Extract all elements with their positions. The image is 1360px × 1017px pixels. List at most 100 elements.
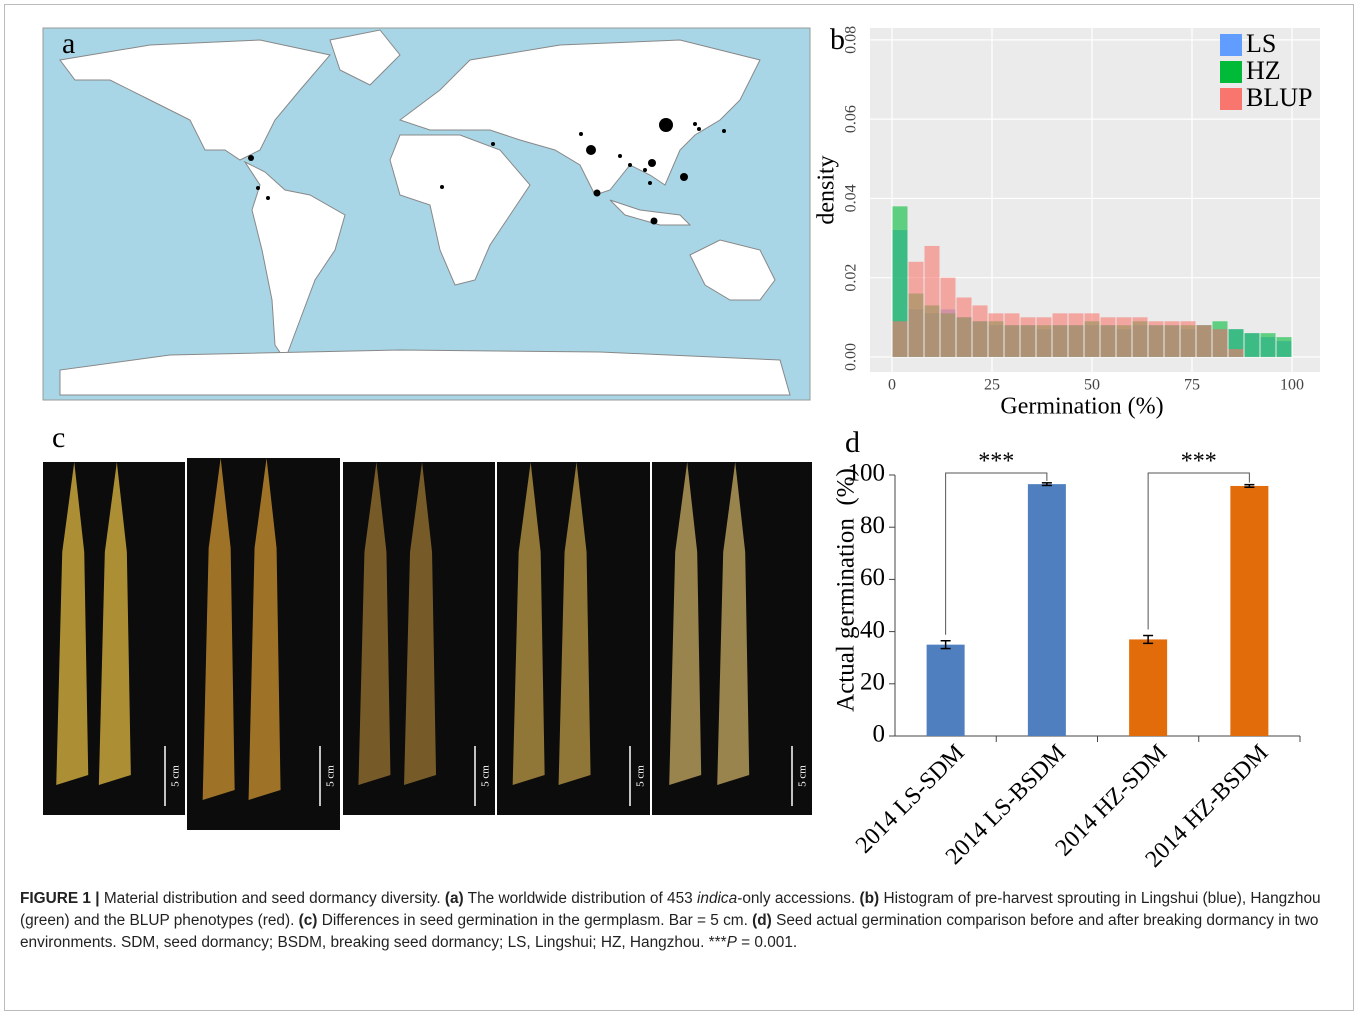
y-tick-label: 20 xyxy=(860,669,885,696)
x-axis-title: Germination (%) xyxy=(1000,394,1163,420)
y-tick-label: 0.04 xyxy=(843,184,860,212)
panel-label: b xyxy=(830,23,845,56)
caption-text: (b) xyxy=(859,890,880,907)
legend-label: LS xyxy=(1246,29,1276,58)
scale-label: 5 cm xyxy=(480,765,492,787)
scale-label: 5 cm xyxy=(635,765,647,787)
panel-label: a xyxy=(62,27,75,60)
bar xyxy=(1230,485,1269,736)
figure-frame xyxy=(4,4,1354,1011)
histogram-bar xyxy=(1244,333,1260,357)
histogram-bar xyxy=(1052,313,1068,357)
histogram-bar xyxy=(892,321,908,357)
histogram-bar xyxy=(1020,317,1036,357)
error-bar xyxy=(1143,634,1154,645)
x-tick-label: 50 xyxy=(1084,377,1100,394)
histogram-bar xyxy=(1116,317,1132,357)
legend-swatch xyxy=(1220,88,1242,110)
bar xyxy=(1129,639,1168,736)
y-tick-label: 0.02 xyxy=(843,264,860,292)
y-axis-title: Actual germination (%) xyxy=(833,468,860,712)
caption-text: Material distribution and seed dormancy … xyxy=(103,890,445,907)
bar xyxy=(926,644,965,736)
y-tick-label: 0.08 xyxy=(843,26,860,54)
histogram-bar xyxy=(1148,321,1164,357)
x-tick-label: 75 xyxy=(1184,377,1200,394)
world-map xyxy=(42,27,811,401)
histogram-bar xyxy=(1132,317,1148,357)
histogram-bar xyxy=(1196,325,1212,357)
panel-label: c xyxy=(52,421,65,454)
histogram-bar xyxy=(892,206,908,357)
error-bar xyxy=(1244,483,1255,489)
legend-swatch xyxy=(1220,34,1242,56)
y-tick-label: 0.06 xyxy=(843,105,860,133)
caption-text: (d) xyxy=(752,912,772,929)
bar xyxy=(1027,484,1066,736)
legend-label: HZ xyxy=(1246,56,1281,85)
significance-label: *** xyxy=(1181,449,1217,475)
caption-text: = 0.001. xyxy=(736,934,798,951)
caption: FIGURE 1 | Material distribution and see… xyxy=(20,888,1345,954)
scale-label: 5 cm xyxy=(170,765,182,787)
error-bar xyxy=(940,639,951,650)
y-tick-label: 0.00 xyxy=(843,343,860,371)
error-bar xyxy=(1041,482,1052,487)
significance-label: *** xyxy=(978,449,1014,475)
histogram-bar xyxy=(924,245,940,357)
caption-text: P xyxy=(726,934,737,951)
panicle xyxy=(358,462,391,785)
caption-text: Histogram of pre-harvest sprouting in Li… xyxy=(20,890,1325,929)
histogram-bar xyxy=(908,261,924,357)
caption-text: indica xyxy=(696,890,738,907)
x-tick-label: 100 xyxy=(1280,377,1304,394)
caption-text: FIGURE 1 | xyxy=(20,890,104,907)
panicle xyxy=(404,462,437,785)
histogram-bar xyxy=(1004,313,1020,357)
x-tick-label: 0 xyxy=(888,377,896,394)
panicle xyxy=(669,462,702,785)
caption-text: Differences in seed germination in the g… xyxy=(317,912,753,929)
legend-label: BLUP xyxy=(1246,83,1312,112)
significance-bracket xyxy=(1147,472,1250,630)
histogram-bar xyxy=(940,277,956,357)
panel-label: d xyxy=(845,426,860,459)
caption-text: Seed actual germination comparison befor… xyxy=(20,912,1323,951)
histogram-bar xyxy=(1084,313,1100,357)
caption-text: (c) xyxy=(298,912,318,929)
histogram-bar xyxy=(1036,317,1052,357)
y-tick-label: 0 xyxy=(873,721,886,748)
y-tick-label: 40 xyxy=(860,616,885,643)
histogram-bar xyxy=(1180,321,1196,357)
caption-text: (a) xyxy=(444,890,464,907)
legend-swatch xyxy=(1220,61,1242,83)
histogram-bar xyxy=(988,313,1004,357)
y-axis-title: density xyxy=(814,155,840,224)
panicle xyxy=(98,462,131,785)
scale-label: 5 cm xyxy=(325,765,337,787)
histogram-bar xyxy=(1228,349,1244,357)
y-tick-label: 60 xyxy=(860,564,885,591)
histogram-bar xyxy=(1100,317,1116,357)
histogram-bar xyxy=(956,297,972,357)
significance-bracket xyxy=(945,472,1048,635)
histogram-bar xyxy=(1068,313,1084,357)
panicle xyxy=(558,462,591,785)
scale-label: 5 cm xyxy=(797,765,809,787)
histogram-bar xyxy=(1212,329,1228,357)
caption-text: The worldwide distribution of 453 xyxy=(463,890,697,907)
histogram-bar xyxy=(1276,337,1292,357)
figure: 5 cm 5 cm 5 cm 5 cm 5 cm a b c d 0.00 0.02 0.04 0.0… xyxy=(42,23,1320,873)
y-tick-label: 100 xyxy=(848,460,886,487)
histogram-bar xyxy=(1260,333,1276,357)
caption-text: *** xyxy=(708,934,727,951)
histogram-bar xyxy=(972,305,988,357)
photo-panels: 5 cm 5 cm 5 cm 5 cm 5 cm xyxy=(43,458,812,830)
x-tick-label: 25 xyxy=(984,377,1000,394)
panicle xyxy=(512,462,545,785)
panicle xyxy=(56,462,89,785)
y-tick-label: 80 xyxy=(860,512,885,539)
panicle xyxy=(717,462,750,785)
caption-text: -only accessions. xyxy=(737,890,860,907)
